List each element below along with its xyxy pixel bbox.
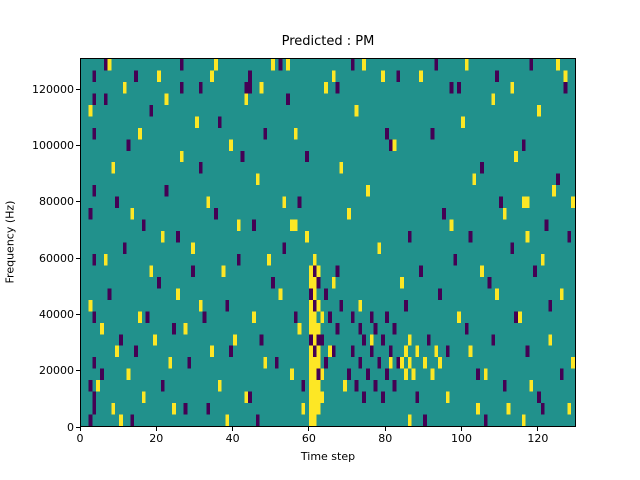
y-tick-label: 60000 (39, 251, 74, 265)
x-tick-label: 20 (149, 432, 164, 445)
chart-title: Predicted : PM (281, 34, 375, 49)
y-tick-mark (76, 144, 80, 146)
y-tick-mark (76, 370, 80, 372)
x-axis-label: Time step (300, 450, 356, 463)
x-tick-mark (384, 427, 386, 431)
y-tick-label: 20000 (39, 364, 74, 378)
x-tick-label: 100 (451, 432, 473, 445)
x-tick-mark (232, 427, 234, 431)
x-tick-label: 40 (225, 432, 240, 445)
x-tick-mark (155, 427, 157, 431)
y-tick-label: 0 (67, 420, 74, 434)
x-tick-mark (461, 427, 463, 431)
x-tick-label: 120 (527, 432, 549, 445)
y-tick-label: 40000 (39, 307, 74, 321)
x-tick-mark (308, 427, 310, 431)
x-tick-mark (537, 427, 539, 431)
x-tick-mark (79, 427, 81, 431)
x-tick-label: 60 (301, 432, 316, 445)
y-tick-mark (76, 88, 80, 90)
y-tick-label: 80000 (39, 195, 74, 209)
heatmap (81, 59, 575, 426)
y-tick-mark (76, 201, 80, 203)
y-tick-label: 120000 (32, 82, 74, 96)
y-tick-label: 100000 (32, 138, 74, 152)
plot-area (80, 58, 576, 427)
y-tick-mark (76, 426, 80, 428)
y-tick-mark (76, 313, 80, 315)
x-tick-label: 0 (76, 432, 84, 445)
x-tick-label: 80 (378, 432, 393, 445)
y-axis-label: Frequency (Hz) (3, 200, 17, 284)
y-tick-mark (76, 257, 80, 259)
